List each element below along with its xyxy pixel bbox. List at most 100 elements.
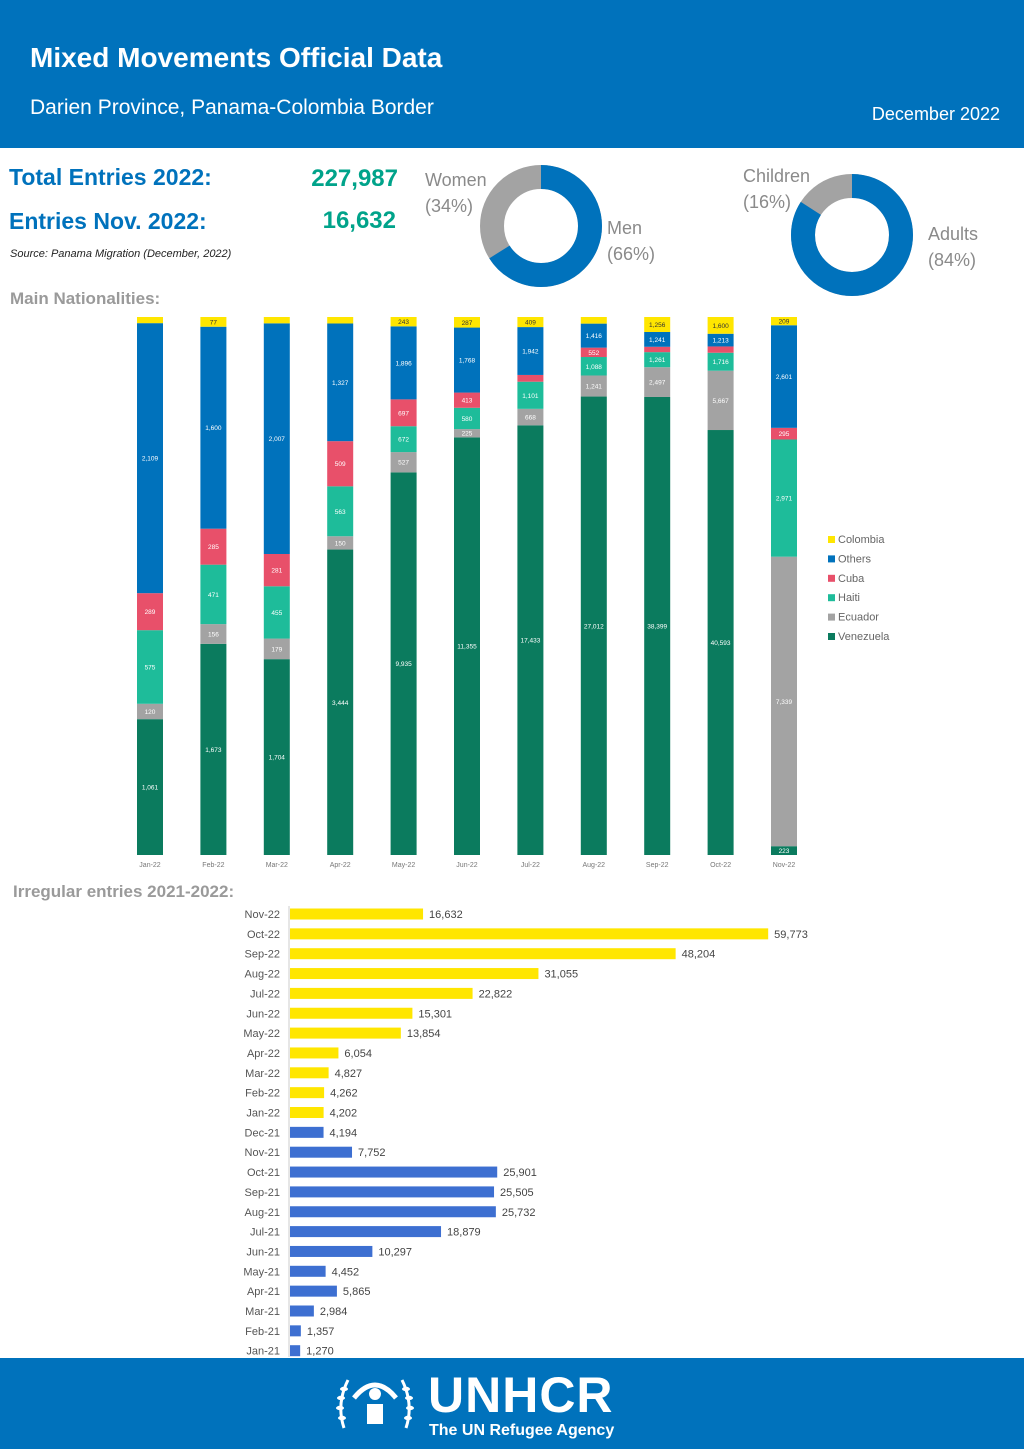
- segment-label: 1,241: [649, 337, 666, 344]
- legend-entry: Venezuela: [838, 631, 890, 643]
- stacked-bar-segment: [200, 317, 227, 327]
- hbar-value-label: 4,452: [332, 1266, 360, 1278]
- report-date: December 2022: [871, 104, 1000, 124]
- segment-label: 1,241: [586, 384, 603, 391]
- hbar: [290, 1067, 329, 1079]
- hbar-category-label: Dec-21: [245, 1127, 280, 1139]
- segment-label: 552: [588, 350, 599, 357]
- segment-label: 509: [335, 461, 346, 468]
- legend-swatch: [828, 536, 835, 543]
- segment-label: 1,061: [142, 785, 159, 792]
- stacked-bar-segment: [644, 352, 671, 368]
- segment-label: 209: [779, 319, 790, 326]
- segment-label: 455: [271, 610, 282, 617]
- stacked-bar-segment: [580, 357, 607, 376]
- hbar-category-label: Nov-21: [245, 1147, 280, 1159]
- adults-label: Adults (84%): [928, 221, 978, 273]
- hbar-value-label: 2,984: [320, 1306, 348, 1318]
- stacked-bar-segment: [390, 472, 417, 855]
- stacked-bar-segment: [200, 564, 227, 625]
- stacked-bar-segment: [327, 323, 354, 442]
- category-tick-label: Aug-22: [583, 862, 606, 869]
- stacked-bar-segment: [580, 396, 607, 855]
- hbar-value-label: 1,357: [307, 1326, 335, 1338]
- page-title: Mixed Movements Official Data: [30, 42, 443, 73]
- stacked-bar-segment: [327, 549, 354, 855]
- hbar-category-label: Jun-22: [246, 1008, 280, 1020]
- hbar-value-label: 4,202: [330, 1108, 358, 1120]
- stacked-bar-segment: [771, 846, 797, 855]
- footer: UNHCR The UN Refugee Agency: [0, 1358, 1024, 1449]
- stacked-bar-segment: [263, 638, 290, 660]
- segment-label: 1,896: [395, 360, 412, 367]
- hbar-value-label: 7,752: [358, 1147, 386, 1159]
- hbar-category-label: Apr-21: [247, 1286, 280, 1298]
- donut-adults-slice: [791, 174, 913, 296]
- stacked-bar-segment: [390, 426, 417, 453]
- hbar-value-label: 5,865: [343, 1286, 371, 1298]
- hbar-category-label: Jun-21: [246, 1246, 280, 1258]
- hbar-value-label: 59,773: [774, 929, 808, 941]
- segment-label: 1,416: [586, 333, 603, 340]
- segment-label: 3,444: [332, 700, 349, 707]
- hbar-value-label: 31,055: [544, 969, 578, 981]
- segment-label: 575: [145, 664, 156, 671]
- segment-label: 120: [145, 709, 156, 716]
- hbar: [290, 1087, 325, 1099]
- stacked-bar-segment: [137, 719, 163, 855]
- segment-label: 156: [208, 631, 219, 638]
- segment-label: 527: [398, 460, 409, 467]
- segment-label: 285: [208, 544, 219, 551]
- category-tick-label: May-22: [392, 862, 415, 869]
- segment-label: 5,667: [712, 398, 729, 405]
- stacked-bar-segment: [200, 624, 227, 644]
- hbar: [290, 1305, 314, 1317]
- segment-label: 580: [462, 416, 473, 423]
- source-note: Source: Panama Migration (December, 2022…: [10, 248, 232, 260]
- segment-label: 2,109: [142, 456, 159, 463]
- children-label: Children (16%): [743, 163, 810, 215]
- hbar-value-label: 16,632: [429, 909, 463, 921]
- hbar: [290, 1047, 339, 1059]
- category-tick-label: Nov-22: [773, 862, 796, 869]
- segment-label: 563: [335, 509, 346, 516]
- hbar-category-label: Jan-22: [246, 1108, 280, 1120]
- segment-label: 697: [398, 410, 409, 417]
- segment-label: 289: [145, 609, 156, 616]
- hbar-value-label: 6,054: [344, 1048, 372, 1060]
- legend-swatch: [828, 613, 835, 621]
- segment-label: 1,261: [649, 357, 666, 364]
- hbar-category-label: May-22: [243, 1028, 280, 1040]
- segment-label: 243: [398, 319, 409, 326]
- hbar: [290, 928, 769, 940]
- hbar: [290, 1186, 495, 1198]
- hbar-value-label: 15,301: [418, 1008, 452, 1020]
- footer-tagline: The UN Refugee Agency: [429, 1422, 615, 1439]
- stacked-bar-segment: [263, 586, 290, 639]
- adults-label-text: Adults: [928, 224, 979, 244]
- hbar: [290, 1146, 353, 1158]
- stacked-bar-segment: [390, 317, 417, 327]
- stacked-bar-segment: [454, 392, 480, 408]
- stacked-bar-segment: [644, 396, 671, 855]
- hbar: [290, 1027, 401, 1039]
- stacked-bar-segment: [771, 317, 797, 326]
- stacked-bar-segment: [390, 326, 417, 400]
- hbar: [290, 1325, 301, 1337]
- stacked-bar-segment: [263, 659, 290, 855]
- segment-label: 38,399: [647, 623, 667, 630]
- segment-label: 2,497: [649, 380, 666, 387]
- total-entries-value: 227,987: [311, 165, 398, 192]
- stacked-bar-segment: [580, 375, 607, 397]
- stacked-bar-segment: [580, 347, 607, 358]
- segment-label: 1,600: [205, 425, 222, 432]
- category-tick-label: Apr-22: [330, 862, 351, 869]
- segment-label: 2,601: [776, 374, 793, 381]
- segment-label: 223: [779, 848, 790, 855]
- hbar-category-label: Jul-21: [250, 1227, 280, 1239]
- donut-men-slice: [480, 165, 602, 287]
- segment-label: 1,716: [712, 359, 729, 366]
- hbar-category-label: Aug-21: [245, 1207, 280, 1219]
- hbar-category-label: Feb-22: [245, 1088, 280, 1100]
- segment-label: 471: [208, 592, 219, 599]
